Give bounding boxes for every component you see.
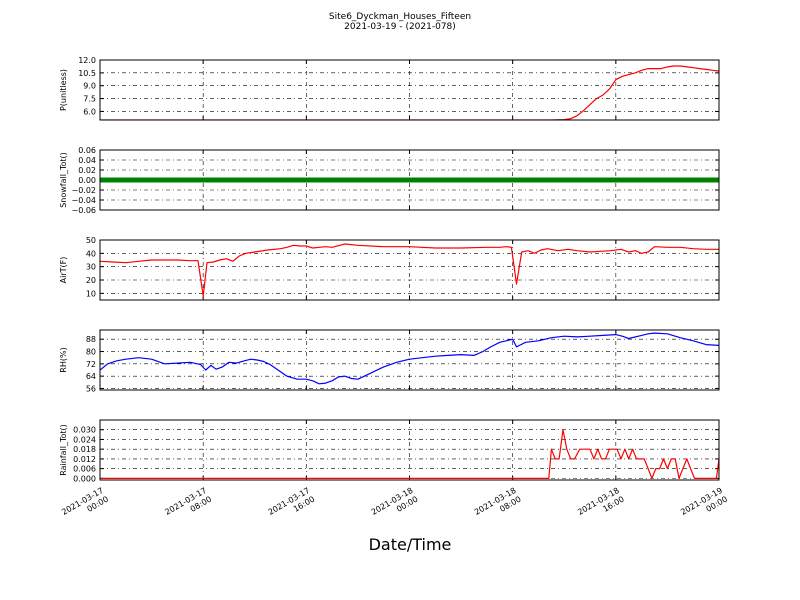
panel-2: 0.060.040.020.00−0.02−0.04−0.06Snowfall_… — [59, 146, 720, 215]
y-tick-label: 0.030 — [73, 426, 96, 435]
chart-subtitle: 2021-03-19 - (2021-078) — [344, 22, 456, 32]
y-tick-label: 40 — [86, 249, 96, 258]
panel-1: 12.0 10.5 9.0 7.5 6.0 P(unitless) — [59, 56, 720, 121]
y-tick-label: 0.006 — [73, 465, 96, 474]
series-line — [100, 65, 719, 120]
y-tick-label: 80 — [86, 348, 96, 357]
y-tick-label: 0.018 — [73, 445, 96, 454]
plot-frame — [99, 239, 720, 301]
y-tick-label: 64 — [86, 372, 96, 381]
y-axis-label: P(unitless) — [59, 69, 68, 111]
y-tick-label: 50 — [86, 236, 96, 245]
series-line — [100, 332, 719, 385]
y-tick-label: −0.02 — [71, 186, 96, 195]
y-tick-label: 0.06 — [78, 146, 96, 155]
x-axis-label: Date/Time — [369, 535, 452, 554]
y-tick-label: 20 — [86, 276, 96, 285]
y-tick-label: 0.04 — [78, 156, 96, 165]
y-tick-label: −0.04 — [71, 196, 96, 205]
panel-3: 50 40 30 20 10 AirT(F) — [59, 236, 720, 301]
y-tick-label: 72 — [86, 360, 96, 369]
panels: 12.010.59.07.56.0P(unitless)0.060.040.02… — [59, 56, 720, 483]
y-axis-label: Rainfall_Tot() — [59, 424, 68, 476]
y-tick-label: 56 — [86, 384, 96, 393]
plot-frame — [99, 149, 720, 211]
y-tick-label: 30 — [86, 263, 96, 272]
y-tick-label: 12.0 — [78, 56, 96, 65]
y-tick-label: 9.0 — [83, 82, 96, 91]
y-tick-label: 0.000 — [73, 474, 96, 483]
plot-frame — [99, 329, 720, 391]
chart-title: Site6_Dyckman_Houses_Fifteen — [329, 12, 471, 22]
y-tick-label: 6.0 — [83, 107, 96, 116]
series-line — [100, 429, 719, 479]
y-tick-label: 0.02 — [78, 166, 96, 175]
y-tick-label: 7.5 — [83, 95, 96, 104]
y-tick-label: 0.024 — [73, 435, 96, 444]
y-axis-label: RH(%) — [59, 347, 68, 372]
y-axis-label: Snowfall_Tot() — [59, 152, 68, 208]
y-tick-label: 88 — [86, 335, 96, 344]
y-tick-label: −0.06 — [71, 206, 96, 215]
y-tick-label: 0.012 — [73, 455, 96, 464]
y-axis-label: AirT(F) — [59, 257, 68, 284]
panel-4: 88 80 72 64 56 RH(%) — [59, 329, 720, 393]
series-line — [100, 243, 719, 297]
plot-frame — [99, 419, 720, 481]
y-tick-label: 10.5 — [78, 69, 96, 78]
plot-frame — [99, 59, 720, 121]
y-tick-label: 10 — [86, 289, 96, 298]
y-tick-label: 0.00 — [78, 176, 96, 185]
